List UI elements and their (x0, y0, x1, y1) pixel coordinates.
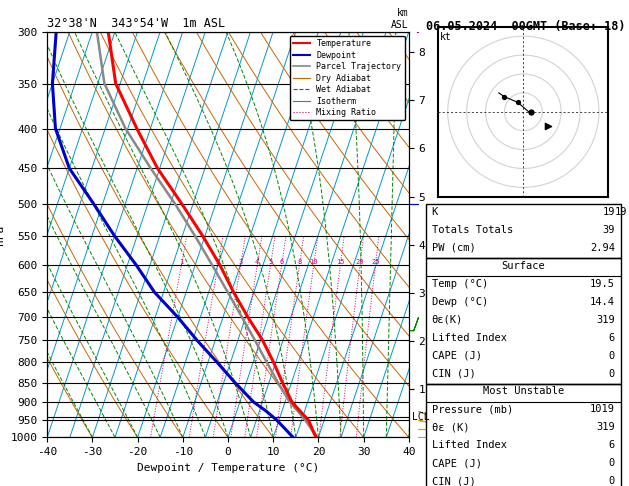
Text: 15: 15 (336, 259, 345, 265)
Y-axis label: hPa: hPa (0, 225, 5, 244)
Text: θε(K): θε(K) (431, 314, 463, 325)
Text: 19: 19 (603, 207, 615, 217)
Text: 2: 2 (216, 259, 220, 265)
Text: LCL: LCL (413, 412, 430, 421)
Text: Most Unstable: Most Unstable (482, 386, 564, 397)
Text: 5: 5 (269, 259, 272, 265)
Text: 319: 319 (596, 422, 615, 433)
Point (499, 93, 509, 101)
Text: 8: 8 (298, 259, 301, 265)
Text: Pressure (mb): Pressure (mb) (431, 404, 513, 415)
Text: Lifted Index: Lifted Index (431, 332, 507, 343)
Text: CIN (J): CIN (J) (431, 476, 476, 486)
Text: CAPE (J): CAPE (J) (431, 458, 482, 469)
Text: kt: kt (440, 33, 452, 42)
Legend: Temperature, Dewpoint, Parcel Trajectory, Dry Adiabat, Wet Adiabat, Isotherm, Mi: Temperature, Dewpoint, Parcel Trajectory… (290, 36, 404, 121)
Text: Surface: Surface (501, 260, 545, 271)
Text: 06.05.2024  00GMT (Base: 18): 06.05.2024 00GMT (Base: 18) (426, 20, 625, 34)
Point (513, 99, 523, 106)
Text: 20: 20 (355, 259, 364, 265)
Text: 19: 19 (615, 207, 628, 217)
Text: 6: 6 (609, 332, 615, 343)
Text: 3: 3 (238, 259, 243, 265)
Text: CAPE (J): CAPE (J) (431, 350, 482, 361)
Point (526, 108, 536, 116)
Text: Dewp (°C): Dewp (°C) (431, 296, 488, 307)
Text: 14.4: 14.4 (590, 296, 615, 307)
Text: 4: 4 (255, 259, 259, 265)
Text: 6: 6 (609, 440, 615, 451)
Text: 10: 10 (309, 259, 318, 265)
Text: 0: 0 (609, 476, 615, 486)
Text: 0: 0 (609, 350, 615, 361)
Text: 25: 25 (371, 259, 380, 265)
Text: 0: 0 (609, 368, 615, 379)
Text: Temp (°C): Temp (°C) (431, 278, 488, 289)
Text: 32°38'N  343°54'W  1m ASL: 32°38'N 343°54'W 1m ASL (47, 17, 225, 30)
Text: km
ASL: km ASL (391, 8, 409, 30)
Text: 0: 0 (609, 458, 615, 469)
Text: 19.5: 19.5 (590, 278, 615, 289)
Text: K: K (431, 207, 438, 217)
Point (543, 122, 553, 130)
Text: CIN (J): CIN (J) (431, 368, 476, 379)
Text: 2.94: 2.94 (590, 243, 615, 253)
Text: 39: 39 (603, 225, 615, 235)
Text: 319: 319 (596, 314, 615, 325)
Text: Lifted Index: Lifted Index (431, 440, 507, 451)
Text: 6: 6 (279, 259, 284, 265)
Text: 1: 1 (179, 259, 184, 265)
X-axis label: Dewpoint / Temperature (°C): Dewpoint / Temperature (°C) (137, 463, 319, 473)
Text: θε (K): θε (K) (431, 422, 469, 433)
Text: Totals Totals: Totals Totals (431, 225, 513, 235)
Point (526, 108, 536, 116)
Text: PW (cm): PW (cm) (431, 243, 476, 253)
Text: 1019: 1019 (590, 404, 615, 415)
